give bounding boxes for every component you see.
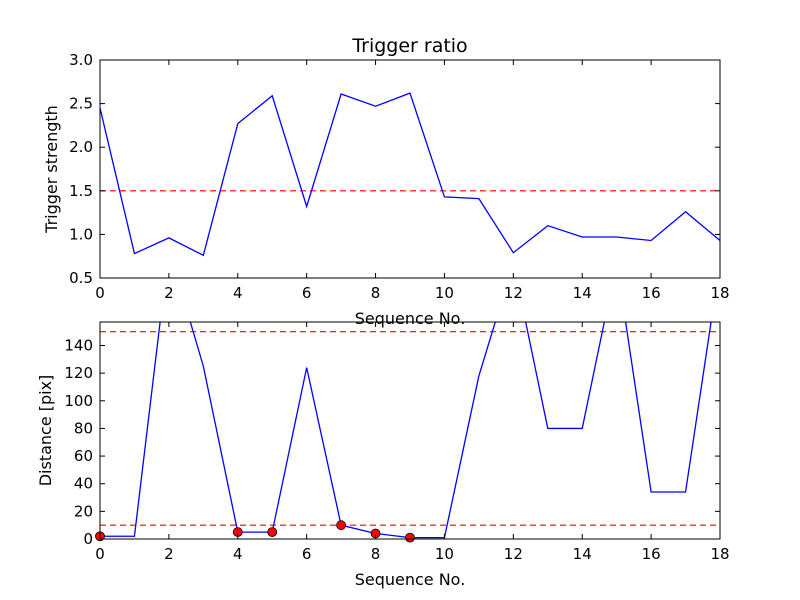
plot-area bbox=[100, 92, 720, 257]
y-axis-label: Distance [pix] bbox=[36, 375, 55, 487]
y-tick-label: 40 bbox=[74, 475, 93, 493]
y-tick-label: 0.5 bbox=[69, 269, 93, 287]
x-tick-label: 4 bbox=[233, 284, 243, 302]
x-tick-label: 8 bbox=[371, 545, 381, 563]
distance-chart: 0 2 4 6 8 10 12 14 16 18 0 20 40 60 80 100 120 140 Sequenc… bbox=[36, 321, 730, 589]
data-point-marker bbox=[267, 527, 278, 537]
chart-title: Trigger ratio bbox=[351, 35, 467, 57]
y-tick-label: 2.0 bbox=[69, 138, 93, 156]
y-tick-label: 80 bbox=[74, 419, 93, 437]
y-tick-label: 60 bbox=[74, 447, 93, 465]
x-tick-label: 18 bbox=[710, 545, 729, 563]
x-tick-label: 0 bbox=[95, 284, 105, 302]
y-tick-label: 140 bbox=[64, 336, 93, 354]
y-axis-label: Trigger strength bbox=[42, 105, 61, 234]
x-tick-label: 16 bbox=[642, 545, 661, 563]
series-line bbox=[100, 92, 720, 257]
x-tick-label: 10 bbox=[435, 545, 454, 563]
x-tick-label: 12 bbox=[504, 284, 523, 302]
x-tick-label: 12 bbox=[504, 545, 523, 563]
x-axis-label: Sequence No. bbox=[355, 570, 466, 589]
y-tick-label: 1.0 bbox=[69, 225, 93, 243]
y-tick-label: 2.5 bbox=[69, 95, 93, 113]
y-tick-label: 0 bbox=[83, 530, 93, 548]
x-tick-label: 6 bbox=[302, 545, 312, 563]
x-tick-label: 14 bbox=[573, 284, 592, 302]
data-point-marker bbox=[336, 520, 347, 531]
x-tick-label: 14 bbox=[573, 545, 592, 563]
x-tick-label: 4 bbox=[233, 545, 243, 563]
y-tick-label: 3.0 bbox=[69, 51, 93, 69]
x-tick-label: 8 bbox=[371, 284, 381, 302]
axes-frame bbox=[99, 321, 721, 540]
x-tick-label: 2 bbox=[164, 545, 174, 563]
data-point-marker bbox=[405, 532, 415, 543]
x-tick-label: 18 bbox=[710, 284, 729, 302]
x-axis-label: Sequence No. bbox=[355, 309, 466, 328]
x-tick-label: 6 bbox=[302, 284, 312, 302]
y-tick-label: 100 bbox=[64, 392, 93, 410]
axes-frame bbox=[99, 59, 721, 279]
x-tick-label: 10 bbox=[435, 284, 454, 302]
y-tick-label: 20 bbox=[74, 502, 93, 520]
y-tick-label: 1.5 bbox=[69, 182, 93, 200]
trigger-ratio-chart: 0 2 4 6 8 10 12 14 16 18 0.5 1.0 1.5 2.0 2.5 3.0 Sequenc… bbox=[42, 35, 730, 328]
x-tick-label: 0 bbox=[95, 545, 105, 563]
y-tick-label: 120 bbox=[64, 364, 93, 382]
x-tick-label: 16 bbox=[642, 284, 661, 302]
x-tick-label: 2 bbox=[164, 284, 174, 302]
